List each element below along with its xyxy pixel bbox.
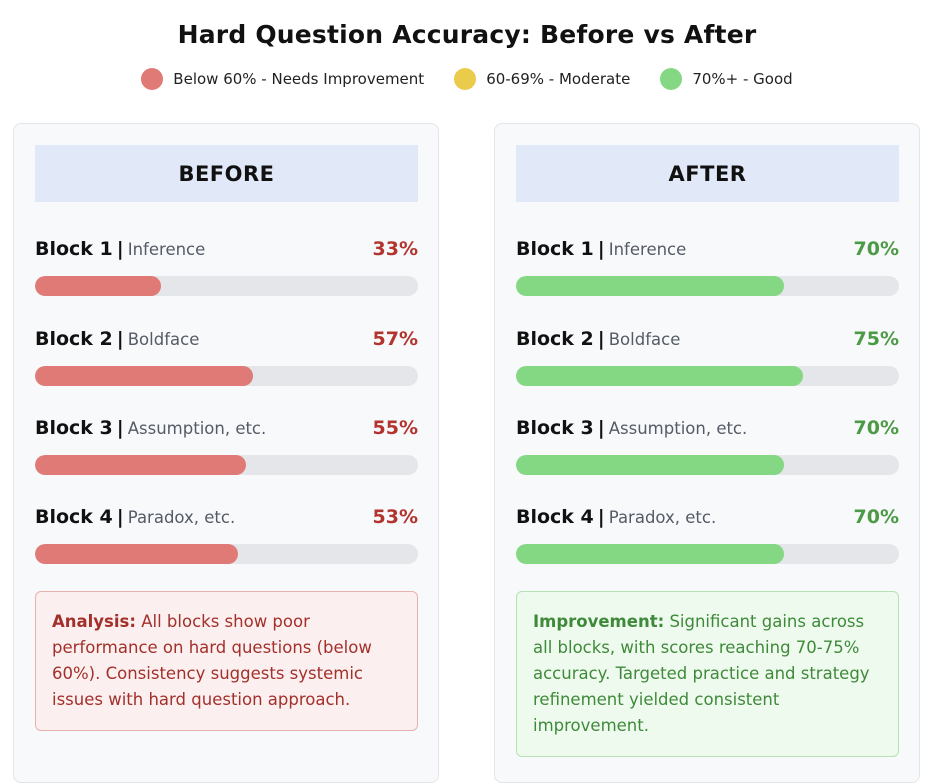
after-panel-heading: AFTER <box>516 145 899 202</box>
analysis-note-lead: Analysis: <box>52 612 136 631</box>
before-block-4-bar <box>35 544 238 564</box>
after-block-1-category: Inference <box>608 240 687 259</box>
after-block-4-track <box>516 544 899 564</box>
legend-label-moderate: 60-69% - Moderate <box>486 70 631 88</box>
after-block-2-separator: | <box>597 328 605 350</box>
before-block-4: Block 4 | Paradox, etc. 53% <box>35 506 418 566</box>
before-block-2-bar <box>35 366 254 386</box>
analysis-note-text: All blocks show poor performance on hard… <box>52 612 372 709</box>
before-block-4-category: Paradox, etc. <box>127 508 236 527</box>
after-block-1-label: Block 1 | Inference <box>516 238 686 260</box>
after-block-4-bar <box>516 544 785 564</box>
before-block-4-label: Block 4 | Paradox, etc. <box>35 506 235 528</box>
legend-item-moderate: 60-69% - Moderate <box>454 68 630 90</box>
after-block-1-track <box>516 276 899 296</box>
before-block-2-label: Block 2 | Boldface <box>35 328 199 350</box>
after-block-1-separator: | <box>597 238 605 260</box>
after-block-3-label: Block 3 | Assumption, etc. <box>516 417 747 439</box>
before-block-1: Block 1 | Inference 33% <box>35 238 418 298</box>
legend-label-good: 70%+ - Good <box>692 70 793 88</box>
after-block-3-separator: | <box>597 417 605 439</box>
before-block-3-separator: | <box>116 417 124 439</box>
after-block-4-label: Block 4 | Paradox, etc. <box>516 506 716 528</box>
before-block-2-track <box>35 366 418 386</box>
after-block-1: Block 1 | Inference 70% <box>516 238 899 298</box>
after-block-1-bar <box>516 276 785 296</box>
before-block-1-name: Block 1 <box>35 238 113 260</box>
after-block-3-name: Block 3 <box>516 417 594 439</box>
before-block-2-value: 57% <box>372 328 418 350</box>
after-block-2-bar <box>516 366 804 386</box>
chart-title: Hard Question Accuracy: Before vs After <box>177 20 757 49</box>
before-block-3-category: Assumption, etc. <box>127 419 267 438</box>
after-block-1-value: 70% <box>853 238 899 260</box>
after-block-2-label: Block 2 | Boldface <box>516 328 680 350</box>
after-block-3-value: 70% <box>853 417 899 439</box>
improvement-note-lead: Improvement: <box>533 612 665 631</box>
before-block-2: Block 2 | Boldface 57% <box>35 328 418 388</box>
after-block-1-name: Block 1 <box>516 238 594 260</box>
legend-swatch-red <box>141 68 164 90</box>
after-block-2-value: 75% <box>853 328 899 350</box>
after-block-2-category: Boldface <box>608 330 681 349</box>
after-block-3-bar <box>516 455 785 475</box>
after-block-4-value: 70% <box>853 506 899 528</box>
before-block-3-label: Block 3 | Assumption, etc. <box>35 417 266 439</box>
before-block-2-separator: | <box>116 328 124 350</box>
after-block-2-track <box>516 366 899 386</box>
after-block-2: Block 2 | Boldface 75% <box>516 328 899 388</box>
after-block-4-category: Paradox, etc. <box>608 508 717 527</box>
legend-swatch-yellow <box>454 68 477 90</box>
after-block-3-track <box>516 455 899 475</box>
before-block-1-separator: | <box>116 238 124 260</box>
after-block-4-separator: | <box>597 506 605 528</box>
before-block-3-name: Block 3 <box>35 417 113 439</box>
before-block-1-bar <box>35 276 162 296</box>
legend-swatch-green <box>660 68 683 90</box>
before-block-1-value: 33% <box>372 238 418 260</box>
before-block-4-value: 53% <box>372 506 418 528</box>
improvement-note: Improvement: Significant gains across al… <box>516 591 899 757</box>
improvement-note-text: Significant gains across all blocks, wit… <box>533 612 870 735</box>
before-block-4-separator: | <box>116 506 124 528</box>
before-block-3-value: 55% <box>372 417 418 439</box>
before-panel: BEFORE Block 1 | Inference 33% Block 2 | Bol… <box>13 123 439 783</box>
before-block-4-track <box>35 544 418 564</box>
before-block-3: Block 3 | Assumption, etc. 55% <box>35 417 418 477</box>
before-block-1-track <box>35 276 418 296</box>
legend-label-needs-improvement: Below 60% - Needs Improvement <box>173 70 425 88</box>
after-block-4-name: Block 4 <box>516 506 594 528</box>
after-panel: AFTER Block 1 | Inference 70% Block 2 | Bold… <box>494 123 920 783</box>
legend-item-good: 70%+ - Good <box>660 68 793 90</box>
after-block-4: Block 4 | Paradox, etc. 70% <box>516 506 899 566</box>
before-block-1-label: Block 1 | Inference <box>35 238 205 260</box>
analysis-note: Analysis: All blocks show poor performan… <box>35 591 418 731</box>
before-block-2-name: Block 2 <box>35 328 113 350</box>
before-block-2-category: Boldface <box>127 330 200 349</box>
legend: Below 60% - Needs Improvement 60-69% - M… <box>0 68 934 90</box>
after-block-2-name: Block 2 <box>516 328 594 350</box>
before-panel-heading: BEFORE <box>35 145 418 202</box>
before-block-3-track <box>35 455 418 475</box>
legend-item-needs-improvement: Below 60% - Needs Improvement <box>141 68 424 90</box>
before-block-4-name: Block 4 <box>35 506 113 528</box>
after-block-3: Block 3 | Assumption, etc. 70% <box>516 417 899 477</box>
before-block-1-category: Inference <box>127 240 206 259</box>
before-block-3-bar <box>35 455 246 475</box>
after-block-3-category: Assumption, etc. <box>608 419 748 438</box>
